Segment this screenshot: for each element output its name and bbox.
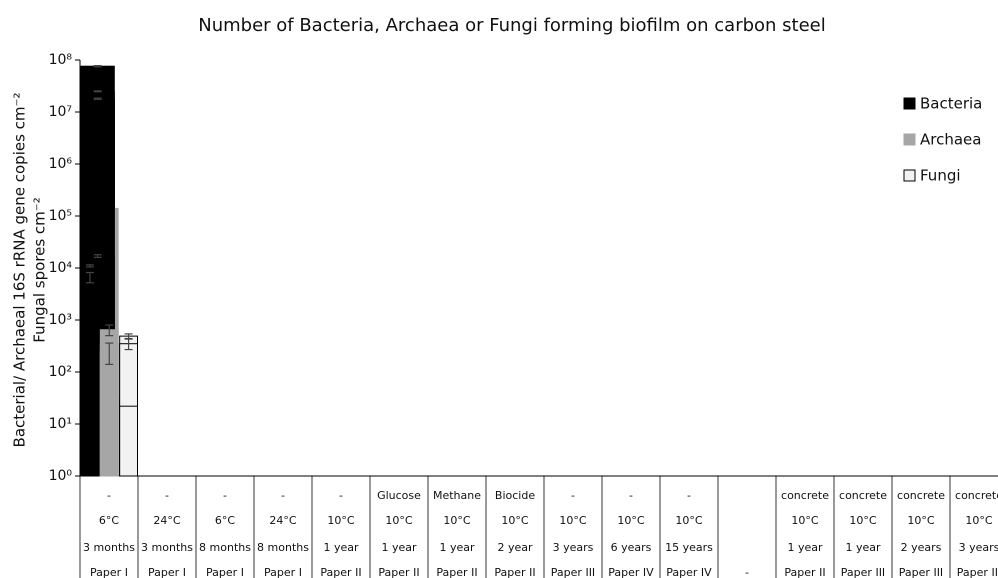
- x-category-label: -: [107, 489, 111, 502]
- x-category-label: Paper II: [436, 566, 477, 578]
- x-category-label: Paper I: [264, 566, 302, 578]
- y-tick-label: 10⁸: [49, 52, 73, 68]
- y-tick-label: 10⁶: [49, 156, 73, 172]
- x-category-label: concrete: [781, 489, 829, 502]
- legend-swatch: [903, 169, 916, 182]
- y-tick-label: 10³: [49, 312, 72, 328]
- x-category-label: 3 years: [959, 541, 998, 554]
- x-category-label: concrete: [955, 489, 998, 502]
- x-category-label: Methane: [433, 489, 481, 502]
- x-category-label: 2 year: [497, 541, 533, 554]
- x-category-label: -: [223, 489, 227, 502]
- legend-label: Archaea: [920, 131, 981, 149]
- y-tick-label: 10²: [49, 364, 72, 380]
- x-category-label: 6°C: [215, 514, 235, 527]
- legend-label: Fungi: [920, 167, 961, 185]
- bar: [99, 350, 119, 477]
- x-category-label: Paper II: [378, 566, 419, 578]
- x-category-label: 3 months: [83, 541, 135, 554]
- x-category-label: 10°C: [385, 514, 412, 527]
- x-category-label: Paper II: [320, 566, 361, 578]
- x-category-label: Paper III: [551, 566, 595, 578]
- y-tick-label: 10¹: [49, 416, 72, 432]
- error-bar: [85, 271, 94, 284]
- error-bar: [85, 264, 94, 268]
- error-bar: [93, 97, 102, 100]
- error-bar: [93, 254, 102, 258]
- legend-swatch: [903, 133, 916, 146]
- y-tick-label: 10⁰: [49, 468, 73, 484]
- x-category-label: 1 year: [381, 541, 417, 554]
- x-category-label: -: [281, 489, 285, 502]
- x-category-label: 10°C: [501, 514, 528, 527]
- error-bar: [105, 324, 114, 337]
- x-category-label: concrete: [839, 489, 887, 502]
- error-bar: [93, 90, 102, 93]
- x-category-label: Paper II: [784, 566, 825, 578]
- x-category-label: Paper III: [899, 566, 943, 578]
- x-category-label: 1 year: [439, 541, 475, 554]
- chart-title: Number of Bacteria, Archaea or Fungi for…: [198, 15, 826, 36]
- x-category-label: Paper I: [206, 566, 244, 578]
- x-category-label: Paper IV: [666, 566, 712, 578]
- x-category-label: 15 years: [665, 541, 713, 554]
- x-category-label: 8 months: [199, 541, 251, 554]
- x-category-label: Paper II: [494, 566, 535, 578]
- y-axis-label: Bacterial/ Archaeal 16S rRNA gene copies…: [11, 93, 29, 448]
- bar: [80, 276, 100, 477]
- x-category-label: 8 months: [257, 541, 309, 554]
- x-category-label: 10°C: [559, 514, 586, 527]
- error-bar: [93, 65, 102, 68]
- x-category-label: 10°C: [617, 514, 644, 527]
- x-category-label: -: [339, 489, 343, 502]
- x-category-label: 1 year: [323, 541, 359, 554]
- x-category-label: 3 months: [141, 541, 193, 554]
- x-category-label: -: [571, 489, 575, 502]
- x-category-label: 1 year: [787, 541, 823, 554]
- bar: [119, 405, 138, 477]
- x-category-label: 10°C: [965, 514, 992, 527]
- x-category-label: 10°C: [675, 514, 702, 527]
- x-category-label: 24°C: [269, 514, 296, 527]
- y-axis-label: Fungal spores cm⁻²: [31, 197, 49, 342]
- x-category-label: 6°C: [99, 514, 119, 527]
- x-category-label: 10°C: [907, 514, 934, 527]
- legend-swatch: [903, 97, 916, 110]
- x-category-label: -: [165, 489, 169, 502]
- x-category-label: Paper IV: [608, 566, 654, 578]
- x-category-label: 6 years: [611, 541, 652, 554]
- y-tick-label: 10⁴: [49, 260, 73, 276]
- y-tick-label: 10⁵: [49, 208, 72, 224]
- y-tick-label: 10⁷: [49, 104, 72, 120]
- x-category-label: 10°C: [327, 514, 354, 527]
- x-category-label: Paper III: [957, 566, 998, 578]
- x-category-label: 10°C: [849, 514, 876, 527]
- legend-label: Bacteria: [920, 95, 982, 113]
- x-category-label: Paper I: [90, 566, 128, 578]
- x-category-label: 24°C: [153, 514, 180, 527]
- x-category-label: 3 years: [553, 541, 594, 554]
- x-category-label: 10°C: [443, 514, 470, 527]
- x-category-label: 2 years: [901, 541, 942, 554]
- x-category-label: Glucose: [377, 489, 421, 502]
- x-category-label: Biocide: [495, 489, 535, 502]
- x-category-label: concrete: [897, 489, 945, 502]
- x-category-label: -: [629, 489, 633, 502]
- x-category-label: -: [687, 489, 691, 502]
- x-category-label: Paper I: [148, 566, 186, 578]
- error-bar: [105, 342, 114, 366]
- x-category-label: 10°C: [791, 514, 818, 527]
- x-category-label: -: [745, 566, 749, 578]
- x-category-label: 1 year: [845, 541, 881, 554]
- x-category-label: Paper III: [841, 566, 885, 578]
- error-bar: [124, 338, 133, 351]
